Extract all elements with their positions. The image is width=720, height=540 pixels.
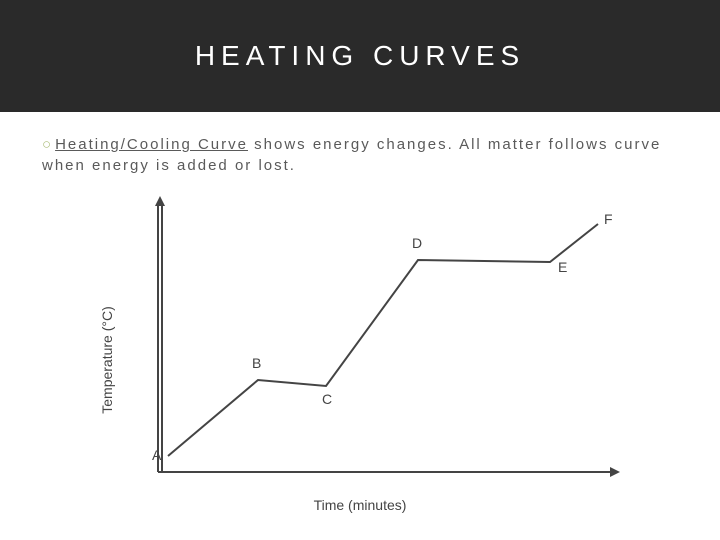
y-axis-label: Temperature (°C) — [99, 306, 115, 414]
point-label-a: A — [152, 447, 162, 463]
heating-curve-chart: A B C D E F Time (minutes) Temperature (°C) — [90, 190, 630, 520]
point-label-c: C — [322, 391, 332, 407]
description-paragraph: ○Heating/Cooling Curve shows energy chan… — [0, 112, 720, 182]
point-label-f: F — [604, 211, 613, 227]
header-band: HEATING CURVES — [0, 0, 720, 112]
x-axis-label: Time (minutes) — [314, 497, 407, 513]
point-label-e: E — [558, 259, 567, 275]
bullet-icon: ○ — [42, 136, 53, 153]
point-label-d: D — [412, 235, 422, 251]
term-underlined: Heating/Cooling Curve — [55, 136, 248, 153]
page-title: HEATING CURVES — [195, 40, 525, 72]
chart-svg: A B C D E F Time (minutes) Temperature (°C) — [90, 190, 630, 520]
point-label-b: B — [252, 355, 261, 371]
